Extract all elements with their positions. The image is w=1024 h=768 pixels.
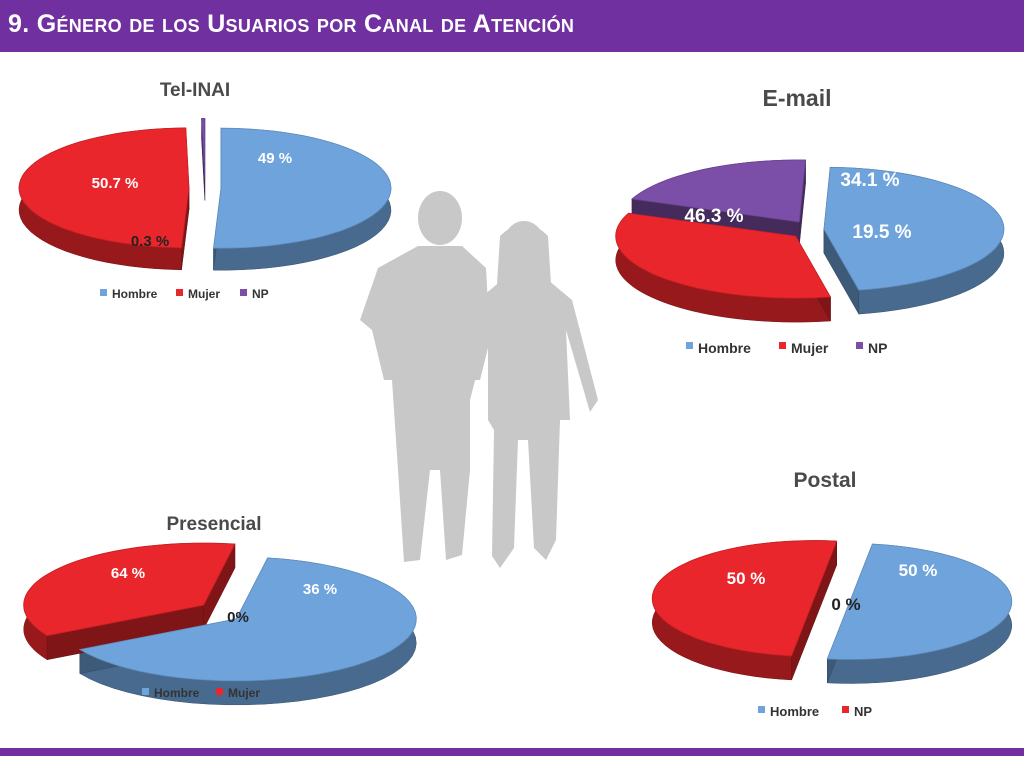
data-label: 0 % [831,595,860,614]
legend-item: Hombre [770,704,819,719]
pie-slice-np [651,540,838,657]
pie-chart-3: 50 % 0 % 50 % Postal Hombre NP [651,469,1013,719]
chart-title: Tel-INAI [160,80,230,101]
data-label: 50 % [899,561,938,580]
legend-swatch [176,289,183,296]
pie-slice-np [201,118,206,179]
legend-item: Mujer [228,686,260,700]
legend-item: Mujer [188,287,220,301]
legend-item: NP [868,340,887,356]
title-bar: 9. Género de los Usuarios por Canal de A… [0,0,1024,52]
pie-slice-mujer [23,542,236,637]
data-label: 49 % [258,150,292,167]
legend-item: NP [854,704,872,719]
legend-swatch [842,706,849,713]
data-label: 50 % [727,569,766,588]
legend-swatch [240,289,247,296]
pie-chart-0: 50.7 % 49 % 0.3 % Tel-INAI Hombre Mujer NP [18,80,392,301]
legend-item: Hombre [698,340,751,356]
data-label: 64 % [111,565,145,582]
data-label: 50.7 % [92,175,139,192]
legend-item: Mujer [791,340,829,356]
data-label: 0.3 % [131,233,169,250]
data-label: 0% [227,609,249,626]
data-label: 46.3 % [684,206,743,227]
chart-title: Postal [793,469,856,492]
pie-chart-1: 46.3 % 34.1 % 19.5 % E-mail Hombre Mujer NP [615,85,1005,356]
pie-chart-2: 64 % 0% 36 % Presencial Hombre Mujer [23,514,417,706]
legend-swatch [142,688,149,695]
legend-item: Hombre [112,287,158,301]
slide-title: 9. Género de los Usuarios por Canal de A… [8,10,575,38]
chart-title: E-mail [762,85,831,111]
pie-slice-hombre [213,127,392,249]
chart-title: Presencial [166,514,261,535]
pie-slice-mujer [18,127,190,249]
legend-item: NP [252,287,269,301]
bottom-bar [0,748,1024,756]
couple-walking-silhouette-icon [360,191,598,568]
pie-slice-hombre [823,166,1005,291]
legend-swatch [758,706,765,713]
pie-slice-hombre [826,543,1013,660]
data-label: 34.1 % [840,170,899,191]
legend-swatch [686,342,693,349]
pie-slice-hombre [78,557,417,682]
legend-swatch [216,688,223,695]
pie-slice-np [631,159,806,223]
legend-swatch [856,342,863,349]
pie-slice-mujer [615,212,832,299]
legend-item: Hombre [154,686,200,700]
legend-swatch [100,289,107,296]
data-label: 36 % [303,581,337,598]
legend-swatch [779,342,786,349]
data-label: 19.5 % [852,222,911,243]
